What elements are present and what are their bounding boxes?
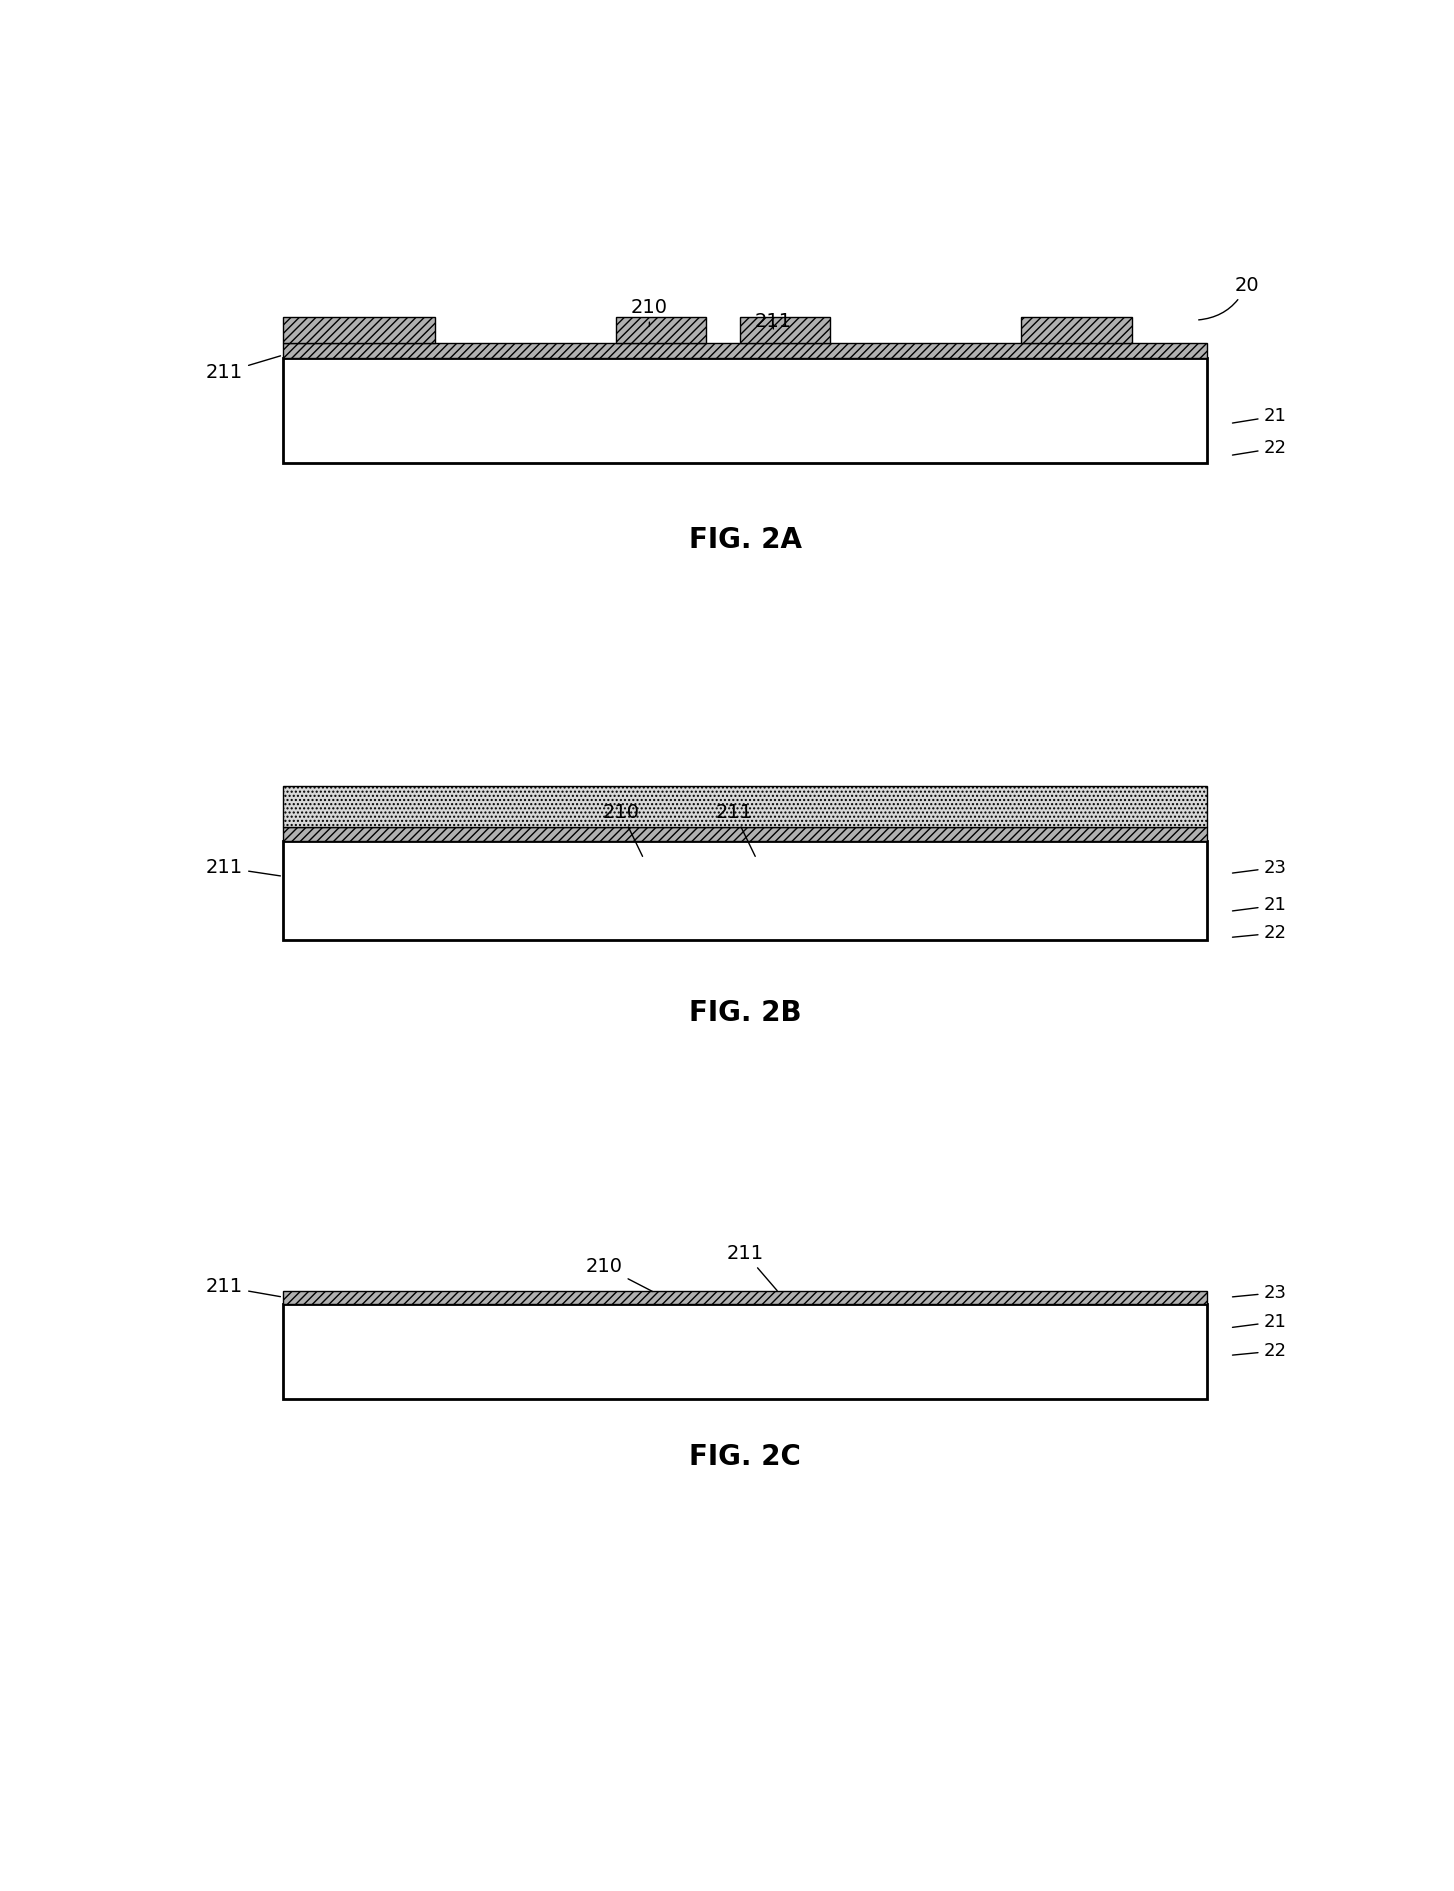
Text: 211: 211: [206, 1278, 281, 1297]
Bar: [615, 318, 705, 344]
Text: 211: 211: [715, 804, 755, 857]
Text: 211: 211: [206, 356, 281, 382]
Bar: [284, 1305, 1207, 1399]
Bar: [284, 787, 1207, 826]
Text: 22: 22: [1233, 925, 1287, 942]
Bar: [284, 826, 1207, 841]
Text: 210: 210: [586, 1258, 653, 1292]
Text: 211: 211: [727, 1244, 778, 1292]
Text: 210: 210: [603, 804, 643, 857]
Text: 20: 20: [1198, 276, 1259, 320]
Bar: [284, 344, 1207, 357]
Text: 21: 21: [1233, 896, 1287, 915]
Bar: [284, 841, 1207, 940]
Text: 210: 210: [631, 297, 667, 325]
Bar: [284, 318, 435, 344]
Text: 22: 22: [1233, 439, 1287, 458]
Text: FIG. 2B: FIG. 2B: [689, 998, 801, 1027]
Text: 211: 211: [755, 312, 792, 331]
Text: 23: 23: [1233, 1284, 1287, 1301]
Bar: [1021, 318, 1131, 344]
Bar: [284, 357, 1207, 463]
Text: 23: 23: [1233, 859, 1287, 877]
Bar: [284, 1292, 1207, 1305]
Text: 21: 21: [1233, 407, 1287, 425]
Text: 211: 211: [206, 859, 281, 877]
Text: 22: 22: [1233, 1343, 1287, 1360]
Text: 21: 21: [1233, 1312, 1287, 1331]
Text: FIG. 2A: FIG. 2A: [689, 526, 801, 554]
Text: FIG. 2C: FIG. 2C: [689, 1443, 801, 1471]
Bar: [740, 318, 830, 344]
